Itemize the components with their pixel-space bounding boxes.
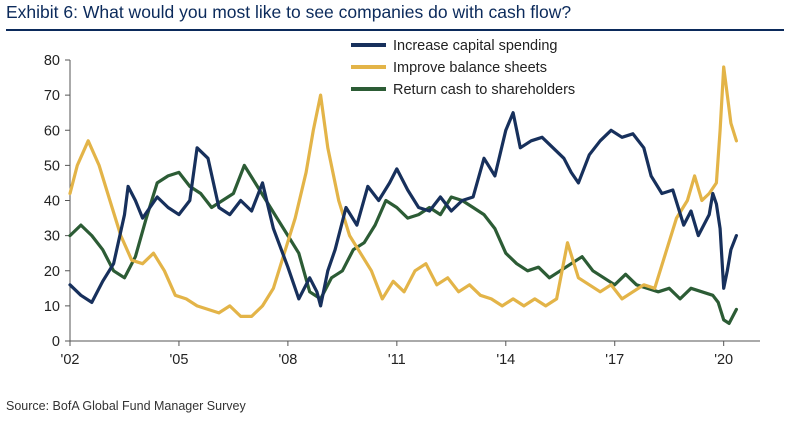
series-lines xyxy=(68,65,739,325)
y-tick-label: 80 xyxy=(44,53,60,69)
y-tick-label: 10 xyxy=(44,299,60,315)
y-tick-labels: 0 10 20 30 40 50 60 70 80 xyxy=(44,53,70,350)
series-line-improve-balance-sheets xyxy=(68,65,739,318)
source-note: Source: BofA Global Fund Manager Survey xyxy=(6,399,246,413)
legend-label: Improve balance sheets xyxy=(393,60,547,76)
y-tick-label: 60 xyxy=(44,123,60,139)
x-tick-label: '05 xyxy=(169,352,188,368)
y-tick-label: 20 xyxy=(44,264,60,280)
x-tick-label: '08 xyxy=(278,352,297,368)
y-tick-label: 40 xyxy=(44,194,60,210)
x-tick-label: '02 xyxy=(61,352,80,368)
x-tick-label: '17 xyxy=(605,352,624,368)
x-tick-label: '14 xyxy=(496,352,515,368)
chart-title: Exhibit 6: What would you most like to s… xyxy=(6,2,572,22)
legend-label: Increase capital spending xyxy=(393,38,557,54)
y-tick-label: 50 xyxy=(44,158,60,174)
y-tick-label: 30 xyxy=(44,229,60,245)
series-line-increase-capital-spending xyxy=(68,111,739,308)
x-tick-label: '11 xyxy=(388,352,406,368)
y-tick-label: 70 xyxy=(44,88,60,104)
x-tick-label: '20 xyxy=(714,352,733,368)
x-tick-labels: '02 '05 '08 '11 '14 '17 '20 xyxy=(61,341,733,368)
series-line-return-cash-to-shareholders xyxy=(68,163,739,325)
title-rule xyxy=(6,29,784,31)
legend: Increase capital spending Improve balance… xyxy=(351,38,575,98)
y-tick-label: 0 xyxy=(52,334,60,350)
legend-label: Return cash to shareholders xyxy=(393,82,575,98)
